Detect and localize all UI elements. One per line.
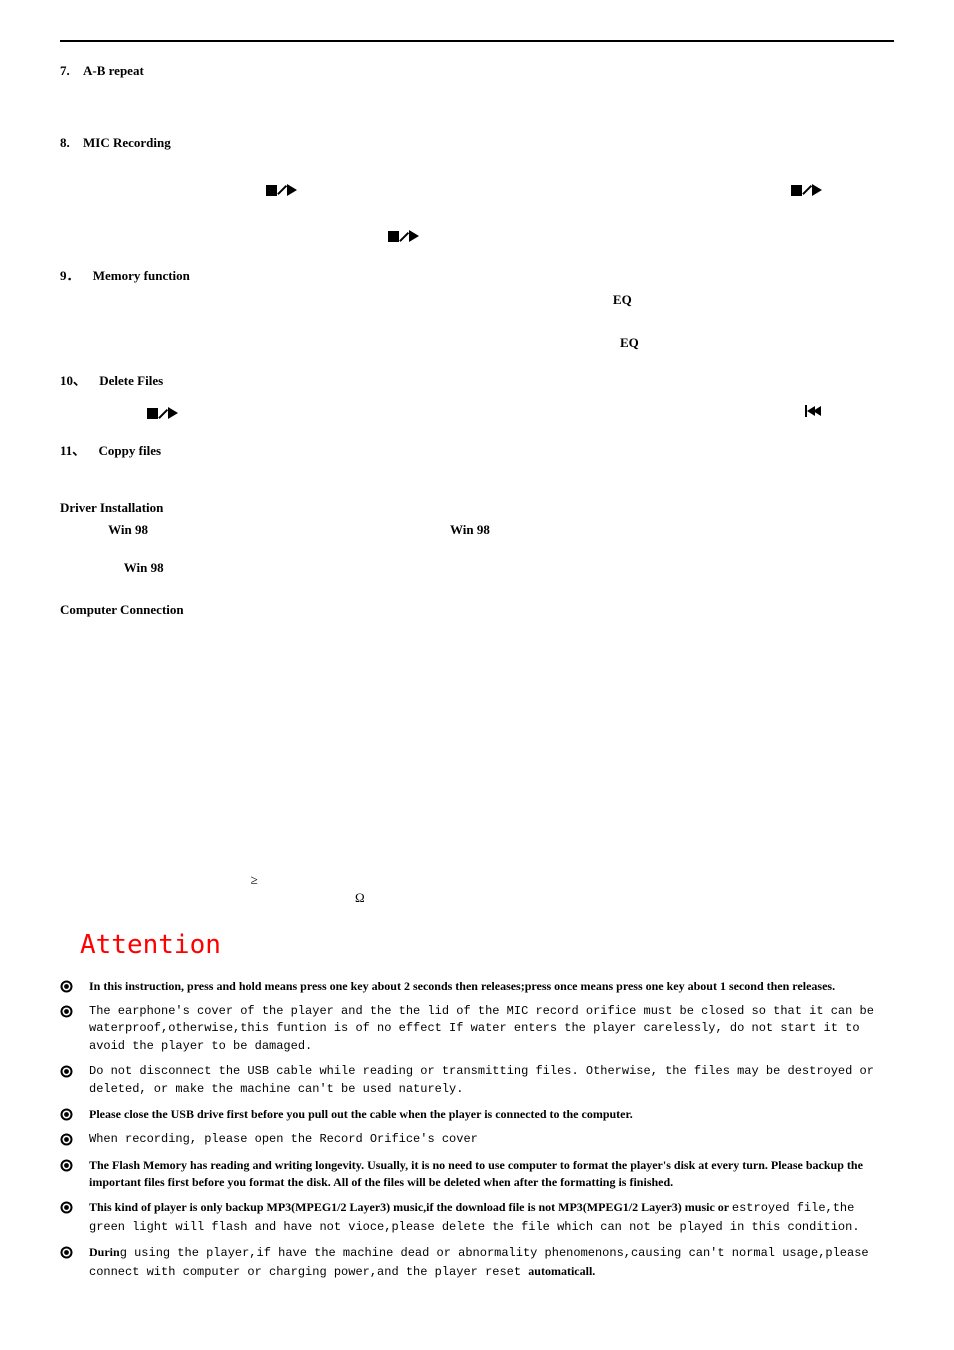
sec8-l2-post: once to pause, press again to continue r…: [425, 229, 748, 247]
sec9-tail: and position.: [639, 334, 706, 352]
vol-plus-label: /VOL+: [825, 402, 864, 420]
eq-label-2: EQ: [620, 334, 639, 352]
computer-p2: A removable disk icon appears in “My Com…: [60, 646, 894, 664]
attention-item: In this instruction, press and hold mean…: [60, 978, 894, 995]
spec-3-txt: Recording format: ADPCM (WAV) , Sample-r…: [60, 771, 351, 786]
section-7-title: A-B repeat: [83, 63, 144, 78]
attention-heading: Attention: [80, 927, 894, 963]
top-rule: [60, 40, 894, 42]
attention-item: Please close the USB drive first before …: [60, 1106, 894, 1123]
attention-item: The earphone's cover of the player and t…: [60, 1003, 894, 1055]
section-11-num: 11、: [60, 443, 85, 458]
section-11-body-hidden: Connect to PC via USB. The player appear…: [60, 467, 894, 485]
bullet-icon: [60, 1065, 73, 1078]
section-10-title: Delete Files: [99, 373, 163, 388]
section-9: 9． Memory function The system remembers …: [60, 267, 894, 352]
bullet-icon: [60, 1133, 73, 1146]
attention-text: Do not disconnect the USB cable while re…: [89, 1063, 894, 1098]
computer-heading: Computer Connection: [60, 601, 894, 619]
stop-play-icon: [266, 184, 297, 196]
section-7-num: 7.: [60, 63, 70, 78]
section-7: 7. A-B repeat Press and hold [MODE] to s…: [60, 62, 894, 104]
bullet-icon: [60, 1005, 73, 1018]
bullet-icon: [60, 1108, 73, 1121]
sec8-l2-pre: While recording, press: [60, 229, 178, 247]
section-9-body-hidden: The system remembers the last track posi…: [60, 291, 894, 327]
spec-2: Supported formats: MP3 (MPEG1/2 Layer3),…: [60, 748, 894, 766]
computer-p1: Connect the player to the PC with the bu…: [60, 623, 894, 641]
section-10: 10、 Delete Files Press to stop. Press [M…: [60, 372, 894, 422]
section-11: 11、 Coppy files Connect to PC via USB. T…: [60, 442, 894, 484]
bullet-icon: [60, 1201, 73, 1214]
attention-item: Do not disconnect the USB cable while re…: [60, 1063, 894, 1098]
attention-text: This kind of player is only backup MP3(M…: [89, 1199, 894, 1236]
attention-text: The earphone's cover of the player and t…: [89, 1003, 894, 1055]
section-9-num: 9．: [60, 268, 80, 283]
driver-heading: Driver Installation: [60, 499, 894, 517]
section-8-num: 8.: [60, 135, 70, 150]
driver-line-2: Insert CD under Win 98 , run setup.exe, …: [60, 559, 894, 577]
drv1-pre: If using: [60, 521, 100, 539]
drv1-mid: , install the bundled driver from CD fir…: [148, 521, 383, 539]
specs-block: Dimensions: 78 × 26 × 15 mm Weight: 25 g…: [60, 726, 894, 907]
win98-label-2: Win 98: [450, 521, 490, 539]
att8-suffix: automaticall.: [528, 1264, 595, 1278]
spec-4: Memory: built-in Flash Battery: 1 × AAA …: [60, 793, 894, 811]
stop-play-icon: [147, 407, 178, 419]
sec10-pre: Press: [60, 404, 87, 422]
computer-p3: After transfer, use “Safely Remove Hardw…: [60, 668, 894, 686]
attention-item: The Flash Memory has reading and writing…: [60, 1157, 894, 1192]
spec-5: S/N ratio ≥ 85 dB Earphone output: 5 mW …: [60, 871, 894, 907]
driver-line-1: If using Win 98 , install the bundled dr…: [60, 521, 894, 539]
sec9-mid: mode when powered off. On restarting, pl…: [60, 310, 443, 328]
attention-text: When recording, please open the Record O…: [89, 1131, 894, 1148]
section-9-title: Memory function: [93, 268, 190, 283]
attention-list: In this instruction, press and hold mean…: [60, 978, 894, 1281]
attention-text: During using the player,if have the mach…: [89, 1244, 894, 1281]
spec-1: Dimensions: 78 × 26 × 15 mm Weight: 25 g…: [60, 726, 894, 744]
att7-prefix: This kind of player is only backup MP3(M…: [89, 1200, 732, 1214]
section-8-body-hidden: Press and hold in stop state to enter MI…: [60, 183, 894, 248]
win98-label: Win 98: [108, 521, 148, 539]
bullet-icon: [60, 1159, 73, 1172]
att8-prefix: Durin: [89, 1245, 120, 1259]
stop-play-icon: [388, 230, 419, 242]
win98-label-3: Win 98: [124, 559, 164, 577]
sec10-mid: to stop. Press [MODE] to enter delete me…: [184, 404, 643, 422]
prev-vol-icon: /VOL+: [805, 402, 864, 420]
sec9-pre: The system remembers the last track posi…: [60, 291, 363, 309]
attention-text: In this instruction, press and hold mean…: [89, 978, 894, 995]
section-9-body-hidden-2: EQ and position.: [60, 334, 894, 352]
drv2-post: , run setup.exe, follow prompts, then re…: [164, 559, 514, 577]
section-11-title: Coppy files: [99, 443, 161, 458]
attention-text: The Flash Memory has reading and writing…: [89, 1157, 894, 1192]
section-10-num: 10、: [60, 373, 86, 388]
attention-item: When recording, please open the Record O…: [60, 1131, 894, 1148]
eq-label: EQ: [613, 291, 632, 309]
sec8-l1-post: in stop state to enter MIC recording. Pr…: [303, 183, 571, 201]
att8-mid: g using the player,if have the machine d…: [89, 1246, 869, 1278]
sec8-l1-post2: to stop and save.: [60, 201, 147, 219]
sec8-l1-pre: Press and hold: [60, 183, 136, 201]
attention-text: Please close the USB drive first before …: [89, 1106, 894, 1123]
spec-3: Recording format: ADPCM (WAV) , Sample-r…: [60, 770, 894, 788]
section-7-body-hidden: Press and hold [MODE] to select A point …: [60, 86, 894, 104]
attention-item: This kind of player is only backup MP3(M…: [60, 1199, 894, 1236]
ge-symbol: ≥: [251, 872, 258, 887]
ohm-symbol: Ω: [355, 890, 365, 905]
section-10-body-hidden: Press to stop. Press [MODE] to enter del…: [60, 402, 894, 422]
stop-play-icon: [791, 184, 822, 196]
bullet-icon: [60, 980, 73, 993]
attention-item: During using the player,if have the mach…: [60, 1244, 894, 1281]
section-8: 8. MIC Recording Press and hold in stop …: [60, 134, 894, 247]
section-8-title: MIC Recording: [83, 135, 171, 150]
bullet-icon: [60, 1246, 73, 1259]
